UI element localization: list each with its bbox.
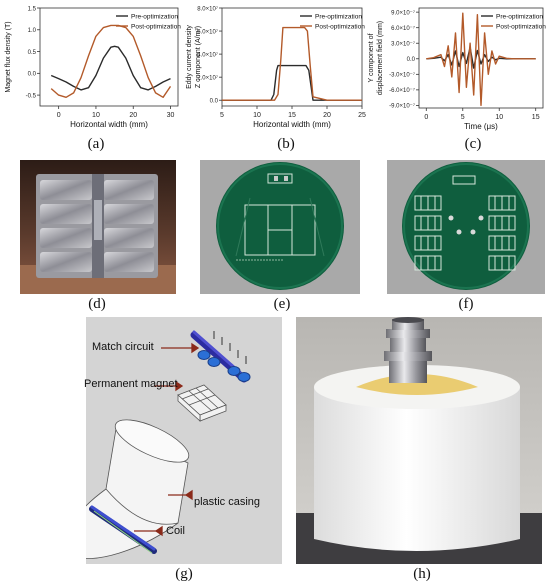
chart-b-legend-label: Post-optimization [315, 24, 365, 31]
chart-a-ytick-label: 1.5 [28, 6, 37, 12]
chart-b-legend-label: Pre-optimization [315, 14, 362, 21]
chart-c-xtick-label: 15 [532, 114, 540, 121]
chart-b-ytick-label: 2.0×10⁷ [197, 74, 218, 81]
chart-a-xlabel: Horizontal width (mm) [70, 120, 148, 129]
chart-c-series-post [426, 12, 536, 107]
chart-c-ylabel-2: displacement field (mm) [377, 21, 384, 95]
coil-part [89, 505, 157, 554]
chart-c-ylabel: Y component of [368, 33, 375, 82]
chart-a-series-post [50, 24, 172, 99]
chart-c-legend-label: Post-optimization [496, 24, 546, 31]
caption-c: (c) [464, 136, 482, 152]
chart-b-ylabel: Eddy current density [186, 25, 193, 89]
chart-a-legend-label: Pre-optimization [131, 14, 178, 21]
chart-b-xtick-label: 25 [358, 112, 366, 119]
chart-c-xtick-label: 0 [424, 114, 428, 121]
exploded-diagram: Match circuit Permanent magnet plastic c… [64, 317, 282, 564]
chart-c-legend-label: Pre-optimization [496, 14, 543, 21]
pcb-back-photo [387, 160, 545, 294]
chart-a: 0 10 20 30 -0.5 0.0 0.5 1.0 1.5 Horizontal width … [0, 0, 185, 132]
chart-a-ytick-label: -0.5 [26, 93, 37, 99]
plastic-casing-part [64, 419, 190, 559]
label-match-circuit: Match circuit [92, 341, 154, 353]
chart-b-xtick-label: 5 [220, 112, 224, 119]
chart-a-svg: 0 10 20 30 -0.5 0.0 0.5 1.0 1.5 Horizontal width … [5, 6, 181, 129]
chart-a-plot-frame [39, 7, 179, 107]
pcb-front-photo [200, 160, 360, 294]
chart-a-ytick-label: 1.0 [28, 28, 37, 34]
chart-c-ytick-label: 9.0×10⁻⁷ [391, 9, 415, 16]
chart-b-xtick-label: 20 [323, 112, 331, 119]
chart-c-ytick-label: 0.0 [407, 57, 416, 63]
chart-a-ytick-label: 0.5 [28, 50, 37, 56]
chart-a-ytick-label: 0.0 [28, 72, 37, 78]
permanent-magnet-part [177, 384, 227, 422]
caption-f: (f) [458, 296, 474, 312]
chart-c-plot-frame [418, 7, 544, 109]
chart-b-series-post [222, 26, 362, 101]
chart-a-xtick-label: 30 [167, 112, 175, 119]
magnet-photo-art [20, 160, 176, 294]
chart-a-series-pre [50, 45, 171, 91]
chart-a-xtick-label: 20 [129, 112, 137, 119]
chart-c-svg: 0 5 10 15 -9.0×10⁻⁷ -6.0×10⁻⁷ -3.0×10⁻⁷ 0.0 3.0×… [368, 7, 546, 131]
chart-c-ytick-label: 6.0×10⁻⁷ [391, 25, 415, 32]
sensor-photo-art [296, 317, 542, 564]
label-coil: Coil [166, 525, 185, 537]
chart-a-ylabel: Magnet flux density (T) [5, 21, 12, 92]
chart-c: 0 5 10 15 -9.0×10⁻⁷ -6.0×10⁻⁷ -3.0×10⁻⁷ 0.0 3.0×… [367, 0, 550, 132]
chart-b-ytick-label: 4.0×10⁷ [197, 51, 218, 58]
caption-b: (b) [277, 136, 295, 152]
magnet-photo [20, 160, 176, 294]
caption-g: (g) [175, 566, 193, 582]
chart-c-xtick-label: 10 [495, 114, 503, 121]
chart-a-xtick-label: 10 [92, 112, 100, 119]
label-permanent-magnet: Permanent magnet [84, 378, 178, 390]
chart-c-ytick-label: -3.0×10⁻⁷ [389, 72, 415, 79]
chart-c-xlabel: Time (μs) [464, 122, 498, 131]
chart-a-xtick-label: 0 [57, 112, 61, 119]
chart-b-svg: 5 10 15 20 25 0.0 2.0×10⁷ 4.0×10⁷ 6.0×10⁷ 8.0×10⁷… [186, 5, 366, 129]
sensor-photo [296, 317, 542, 564]
chart-b: 5 10 15 20 25 0.0 2.0×10⁷ 4.0×10⁷ 6.0×10⁷ 8.0×10⁷… [185, 0, 367, 132]
caption-e: (e) [273, 296, 291, 312]
chart-b-ylabel-2: Z component (A/m²) [195, 26, 202, 88]
caption-a: (a) [87, 136, 105, 152]
chart-a-legend-label: Post-optimization [131, 24, 181, 31]
chart-c-ytick-label: -6.0×10⁻⁷ [389, 87, 415, 94]
chart-b-ytick-label: 6.0×10⁷ [197, 28, 218, 35]
match-circuit-part [190, 330, 251, 383]
label-plastic-casing: plastic casing [194, 496, 261, 508]
chart-c-ytick-label: -9.0×10⁻⁷ [389, 103, 415, 110]
exploded-diagram-art [64, 317, 282, 564]
chart-b-ytick-label: 0.0 [210, 99, 219, 105]
chart-b-xtick-label: 15 [288, 112, 296, 119]
chart-b-xlabel: Horizontal width (mm) [253, 120, 331, 129]
chart-c-xtick-label: 5 [461, 114, 465, 121]
chart-c-series-pre [426, 46, 536, 69]
chart-c-ytick-label: 3.0×10⁻⁷ [391, 41, 415, 48]
pcb-front-art [200, 160, 360, 294]
caption-d: (d) [88, 296, 106, 312]
chart-b-series-pre [222, 64, 362, 101]
chart-b-ytick-label: 8.0×10⁷ [197, 5, 218, 12]
pcb-back-art [387, 160, 545, 294]
chart-b-xtick-label: 10 [253, 112, 261, 119]
caption-h: (h) [413, 566, 431, 582]
